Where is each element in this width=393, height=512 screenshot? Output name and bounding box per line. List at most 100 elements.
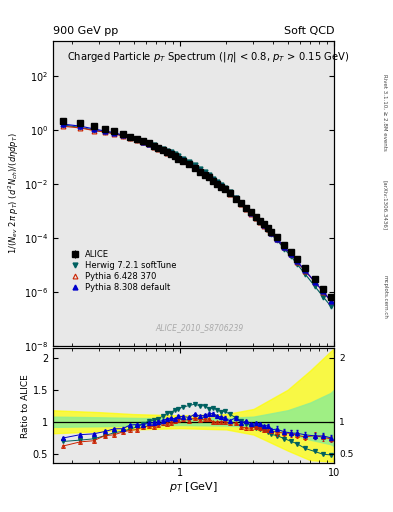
Pythia 8.308 default [161,147,165,153]
Pythia 6.428 370 [219,184,224,190]
Pythia 8.308 default [219,183,224,189]
Herwig 7.2.1 softTune [91,127,96,133]
Pythia 6.428 370 [312,279,317,285]
Pythia 8.308 default [328,297,333,304]
Herwig 7.2.1 softTune [211,176,216,182]
Pythia 6.428 370 [282,244,286,250]
Herwig 7.2.1 softTune [193,162,197,168]
Pythia 8.308 default [134,136,139,142]
Herwig 7.2.1 softTune [141,139,145,145]
Pythia 8.308 default [265,225,270,231]
Pythia 6.428 370 [288,251,293,258]
Pythia 8.308 default [274,236,279,242]
Pythia 8.308 default [61,121,66,127]
X-axis label: $p_T$ [GeV]: $p_T$ [GeV] [169,480,218,494]
Pythia 6.428 370 [211,178,216,184]
Pythia 8.308 default [321,288,325,294]
Pythia 8.308 default [78,123,83,129]
Herwig 7.2.1 softTune [239,200,244,206]
Herwig 7.2.1 softTune [219,182,224,188]
Pythia 8.308 default [312,279,317,285]
Herwig 7.2.1 softTune [253,215,258,221]
Pythia 8.308 default [181,157,185,163]
Pythia 6.428 370 [193,164,197,170]
Pythia 6.428 370 [321,289,325,295]
Herwig 7.2.1 softTune [61,122,66,128]
Text: mcplots.cern.ch: mcplots.cern.ch [383,275,387,319]
Pythia 6.428 370 [173,153,177,159]
Pythia 8.308 default [288,251,293,258]
Pythia 6.428 370 [295,259,299,265]
Pythia 8.308 default [233,195,238,201]
Pythia 8.308 default [244,205,249,211]
Pythia 6.428 370 [187,161,192,167]
Y-axis label: Ratio to ALICE: Ratio to ALICE [21,374,30,438]
Herwig 7.2.1 softTune [274,237,279,243]
Pythia 8.308 default [261,222,266,228]
Herwig 7.2.1 softTune [176,153,181,159]
Herwig 7.2.1 softTune [112,131,117,137]
Herwig 7.2.1 softTune [151,142,156,148]
Text: [arXiv:1306.3436]: [arXiv:1306.3436] [383,180,387,230]
Pythia 6.428 370 [265,226,270,232]
Pythia 8.308 default [227,190,232,196]
Pythia 8.308 default [198,167,202,174]
Herwig 7.2.1 softTune [233,195,238,201]
Herwig 7.2.1 softTune [244,205,249,211]
Line: Pythia 8.308 default: Pythia 8.308 default [61,122,333,303]
Pythia 8.308 default [239,200,244,206]
Pythia 6.428 370 [161,147,165,154]
Legend: ALICE, Herwig 7.2.1 softTune, Pythia 6.428 370, Pythia 8.308 default: ALICE, Herwig 7.2.1 softTune, Pythia 6.4… [66,247,180,296]
Herwig 7.2.1 softTune [169,150,173,156]
Pythia 6.428 370 [261,223,266,229]
Pythia 6.428 370 [303,268,308,274]
Herwig 7.2.1 softTune [181,156,185,162]
Line: Pythia 6.428 370: Pythia 6.428 370 [61,124,333,304]
Pythia 8.308 default [193,164,197,170]
Herwig 7.2.1 softTune [165,147,169,154]
Herwig 7.2.1 softTune [328,303,333,309]
Herwig 7.2.1 softTune [282,246,286,252]
Herwig 7.2.1 softTune [257,219,262,225]
Pythia 8.308 default [103,128,107,134]
Pythia 6.428 370 [128,135,132,141]
Herwig 7.2.1 softTune [161,146,165,152]
Herwig 7.2.1 softTune [202,169,207,175]
Text: Soft QCD: Soft QCD [284,26,334,36]
Pythia 6.428 370 [169,151,173,157]
Pythia 6.428 370 [120,133,125,139]
Pythia 6.428 370 [257,219,262,225]
Y-axis label: $1/(N_{ev}\ 2\pi\ p_T)\ (d^2N_{ch})/(d\eta dp_T)$: $1/(N_{ev}\ 2\pi\ p_T)\ (d^2N_{ch})/(d\e… [7,133,21,254]
Pythia 6.428 370 [249,210,253,217]
Herwig 7.2.1 softTune [134,137,139,143]
Herwig 7.2.1 softTune [128,135,132,141]
Text: Rivet 3.1.10, ≥ 2.8M events: Rivet 3.1.10, ≥ 2.8M events [383,74,387,151]
Herwig 7.2.1 softTune [303,271,308,277]
Herwig 7.2.1 softTune [187,159,192,165]
Pythia 8.308 default [169,150,173,156]
Pythia 6.428 370 [151,143,156,150]
Herwig 7.2.1 softTune [227,189,232,195]
Herwig 7.2.1 softTune [261,223,266,229]
Line: Herwig 7.2.1 softTune: Herwig 7.2.1 softTune [61,122,333,308]
Herwig 7.2.1 softTune [312,283,317,289]
Herwig 7.2.1 softTune [156,145,161,151]
Pythia 6.428 370 [181,158,185,164]
Pythia 6.428 370 [198,168,202,175]
Pythia 6.428 370 [239,201,244,207]
Pythia 6.428 370 [134,137,139,143]
Pythia 6.428 370 [215,181,220,187]
Pythia 8.308 default [269,230,274,236]
Pythia 8.308 default [249,210,253,216]
Pythia 8.308 default [253,214,258,220]
Pythia 8.308 default [207,173,212,179]
Pythia 6.428 370 [141,139,145,145]
Pythia 6.428 370 [227,190,232,197]
Pythia 8.308 default [173,153,177,159]
Pythia 6.428 370 [156,146,161,152]
Pythia 8.308 default [141,139,145,145]
Pythia 6.428 370 [165,150,169,156]
Herwig 7.2.1 softTune [265,227,270,233]
Pythia 6.428 370 [91,127,96,134]
Herwig 7.2.1 softTune [120,133,125,139]
